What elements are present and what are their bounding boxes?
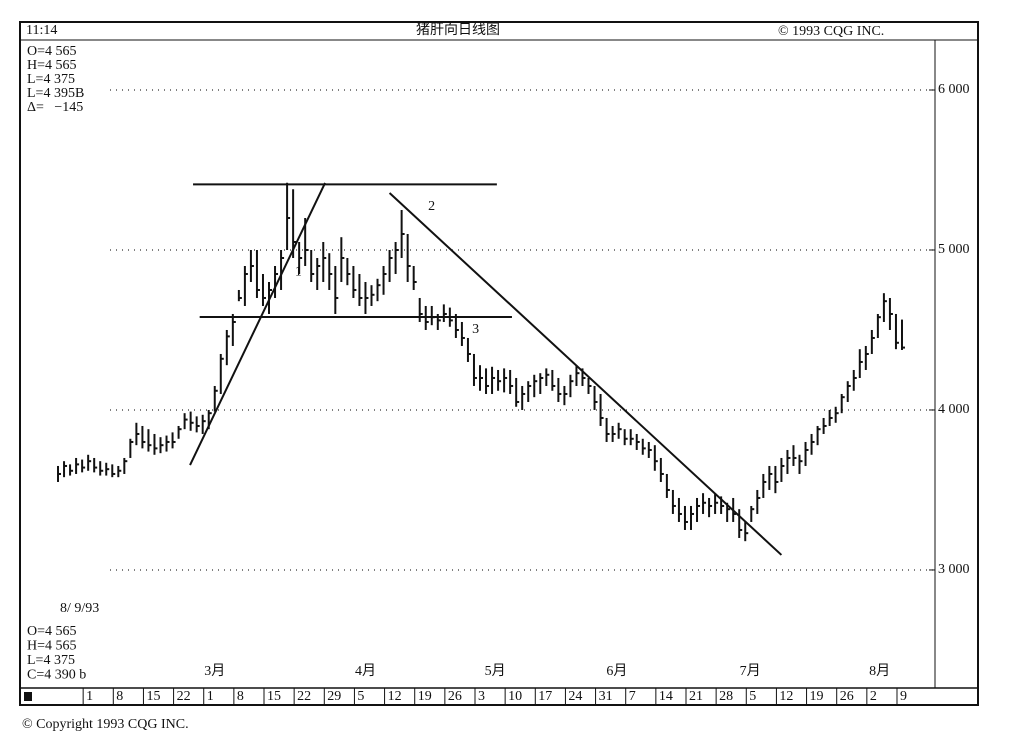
x-tick-label: 28 xyxy=(719,689,733,704)
x-tick-label: 29 xyxy=(327,689,341,704)
copyright: © 1993 CQG INC. xyxy=(778,24,884,39)
x-tick-label: 24 xyxy=(568,689,582,704)
x-tick-label: 22 xyxy=(177,689,191,704)
strip-marker xyxy=(24,692,32,701)
chart-title: 猪肝向日线图 xyxy=(416,22,500,38)
x-tick-label: 5 xyxy=(357,689,364,704)
x-tick-label: 15 xyxy=(146,689,160,704)
x-tick-label: 1 xyxy=(86,689,93,704)
annotation: 3 xyxy=(472,322,479,337)
month-label: 7月 xyxy=(740,663,761,679)
x-tick-label: 26 xyxy=(448,689,462,704)
y-tick-label: 4 000 xyxy=(938,402,970,417)
x-tick-label: 31 xyxy=(599,689,613,704)
y-tick-label: 5 000 xyxy=(938,242,970,257)
trendline xyxy=(189,182,326,466)
month-label: 6月 xyxy=(606,663,627,679)
info-line: O=4 565 xyxy=(27,44,77,59)
x-tick-label: 19 xyxy=(810,689,824,704)
info-line: H=4 565 xyxy=(27,639,77,654)
y-tick-label: 3 000 xyxy=(938,562,970,577)
x-tick-label: 19 xyxy=(418,689,432,704)
x-tick-label: 12 xyxy=(779,689,793,704)
x-tick-label: 9 xyxy=(900,689,907,704)
info-line: H=4 565 xyxy=(27,58,77,73)
month-label: 8月 xyxy=(869,663,890,679)
month-label: 5月 xyxy=(485,663,506,679)
x-tick-label: 22 xyxy=(297,689,311,704)
info-line: L=4 395B xyxy=(27,86,84,101)
time: 11:14 xyxy=(26,23,57,38)
info-line: C=4 390 b xyxy=(27,668,86,683)
x-tick-label: 5 xyxy=(749,689,756,704)
info-line: Δ= −145 xyxy=(27,100,83,115)
x-tick-label: 21 xyxy=(689,689,703,704)
info-line: L=4 375 xyxy=(27,653,75,668)
info-line: L=4 375 xyxy=(27,72,75,87)
x-tick-label: 1 xyxy=(207,689,214,704)
x-tick-label: 14 xyxy=(659,689,673,704)
footer: © Copyright 1993 CQG INC. xyxy=(22,717,189,732)
date: 8/ 9/93 xyxy=(60,601,99,616)
x-tick-label: 2 xyxy=(870,689,877,704)
x-tick-label: 3 xyxy=(478,689,485,704)
x-tick-label: 8 xyxy=(116,689,123,704)
x-tick-label: 15 xyxy=(267,689,281,704)
x-tick-label: 10 xyxy=(508,689,522,704)
info-line: O=4 565 xyxy=(27,624,77,639)
x-tick-label: 26 xyxy=(840,689,854,704)
trendline xyxy=(388,192,783,556)
x-tick-label: 8 xyxy=(237,689,244,704)
annotation: 2 xyxy=(428,199,435,214)
x-tick-label: 17 xyxy=(538,689,552,704)
x-tick-label: 7 xyxy=(629,689,636,704)
month-label: 3月 xyxy=(204,663,225,679)
annotation: 1 xyxy=(295,264,302,279)
y-tick-label: 6 000 xyxy=(938,82,970,97)
month-label: 4月 xyxy=(355,663,376,679)
chart-frame xyxy=(19,21,979,706)
x-tick-label: 12 xyxy=(388,689,402,704)
